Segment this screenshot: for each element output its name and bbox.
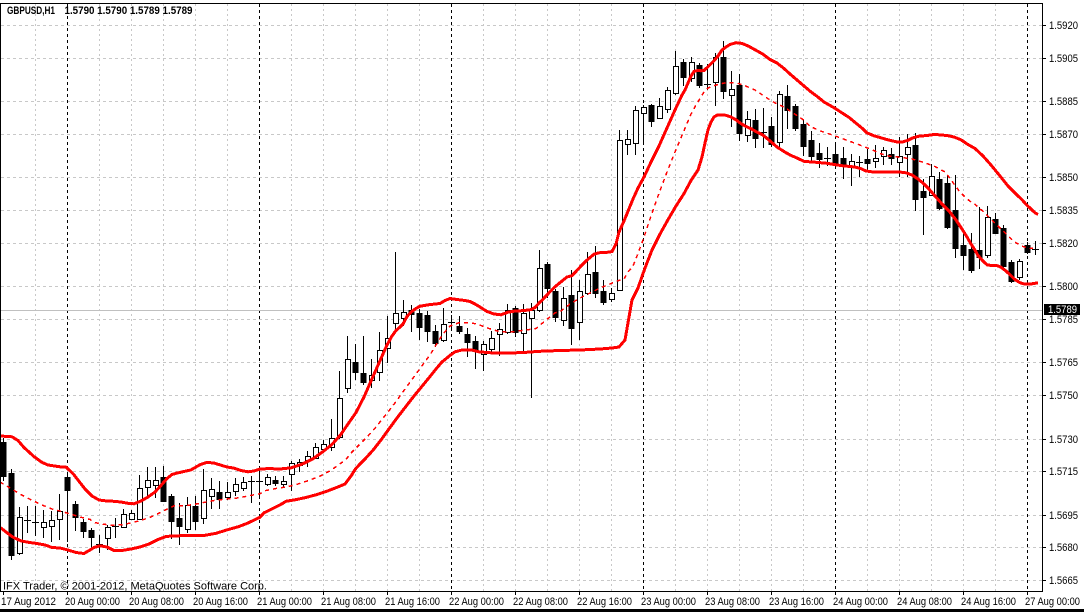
svg-text:17 Aug 2012: 17 Aug 2012 — [1, 596, 56, 608]
svg-text:22 Aug 08:00: 22 Aug 08:00 — [513, 596, 568, 608]
svg-text:23 Aug 00:00: 23 Aug 00:00 — [641, 596, 696, 608]
svg-text:1.5765: 1.5765 — [1049, 357, 1078, 369]
svg-text:24 Aug 00:00: 24 Aug 00:00 — [833, 596, 888, 608]
svg-text:22 Aug 16:00: 22 Aug 16:00 — [577, 596, 632, 608]
svg-text:20 Aug 00:00: 20 Aug 00:00 — [65, 596, 120, 608]
svg-text:1.5870: 1.5870 — [1049, 129, 1078, 141]
svg-text:1.5789: 1.5789 — [1048, 304, 1077, 316]
svg-text:21 Aug 08:00: 21 Aug 08:00 — [321, 596, 376, 608]
svg-text:1.5680: 1.5680 — [1049, 542, 1078, 554]
svg-text:1.5715: 1.5715 — [1049, 466, 1078, 478]
svg-text:1.5785: 1.5785 — [1049, 314, 1078, 326]
svg-text:1.5750: 1.5750 — [1049, 390, 1078, 402]
svg-text:GBPUSD,H1: GBPUSD,H1 — [7, 5, 55, 17]
svg-text:1.5820: 1.5820 — [1049, 238, 1078, 250]
svg-text:IFX Trader, © 2001-2012, MetaQ: IFX Trader, © 2001-2012, MetaQuotes Soft… — [3, 581, 267, 593]
svg-text:27 Aug 00:00: 27 Aug 00:00 — [1025, 596, 1080, 608]
svg-text:1.5790 1.5790 1.5789 1.5789: 1.5790 1.5790 1.5789 1.5789 — [65, 5, 193, 17]
svg-text:1.5665: 1.5665 — [1049, 575, 1078, 587]
svg-text:1.5850: 1.5850 — [1049, 172, 1078, 184]
svg-text:22 Aug 00:00: 22 Aug 00:00 — [449, 596, 504, 608]
svg-text:20 Aug 16:00: 20 Aug 16:00 — [193, 596, 248, 608]
svg-text:1.5885: 1.5885 — [1049, 96, 1078, 108]
svg-text:1.5695: 1.5695 — [1049, 510, 1078, 522]
svg-text:21 Aug 00:00: 21 Aug 00:00 — [257, 596, 312, 608]
svg-text:24 Aug 16:00: 24 Aug 16:00 — [961, 596, 1016, 608]
svg-text:1.5905: 1.5905 — [1049, 53, 1078, 65]
svg-text:1.5920: 1.5920 — [1049, 20, 1078, 32]
svg-text:23 Aug 08:00: 23 Aug 08:00 — [705, 596, 760, 608]
svg-text:23 Aug 16:00: 23 Aug 16:00 — [769, 596, 824, 608]
svg-text:24 Aug 08:00: 24 Aug 08:00 — [897, 596, 952, 608]
svg-text:21 Aug 16:00: 21 Aug 16:00 — [385, 596, 440, 608]
svg-text:1.5800: 1.5800 — [1049, 281, 1078, 293]
svg-text:1.5730: 1.5730 — [1049, 434, 1078, 446]
svg-text:20 Aug 08:00: 20 Aug 08:00 — [129, 596, 184, 608]
svg-text:1.5835: 1.5835 — [1049, 205, 1078, 217]
